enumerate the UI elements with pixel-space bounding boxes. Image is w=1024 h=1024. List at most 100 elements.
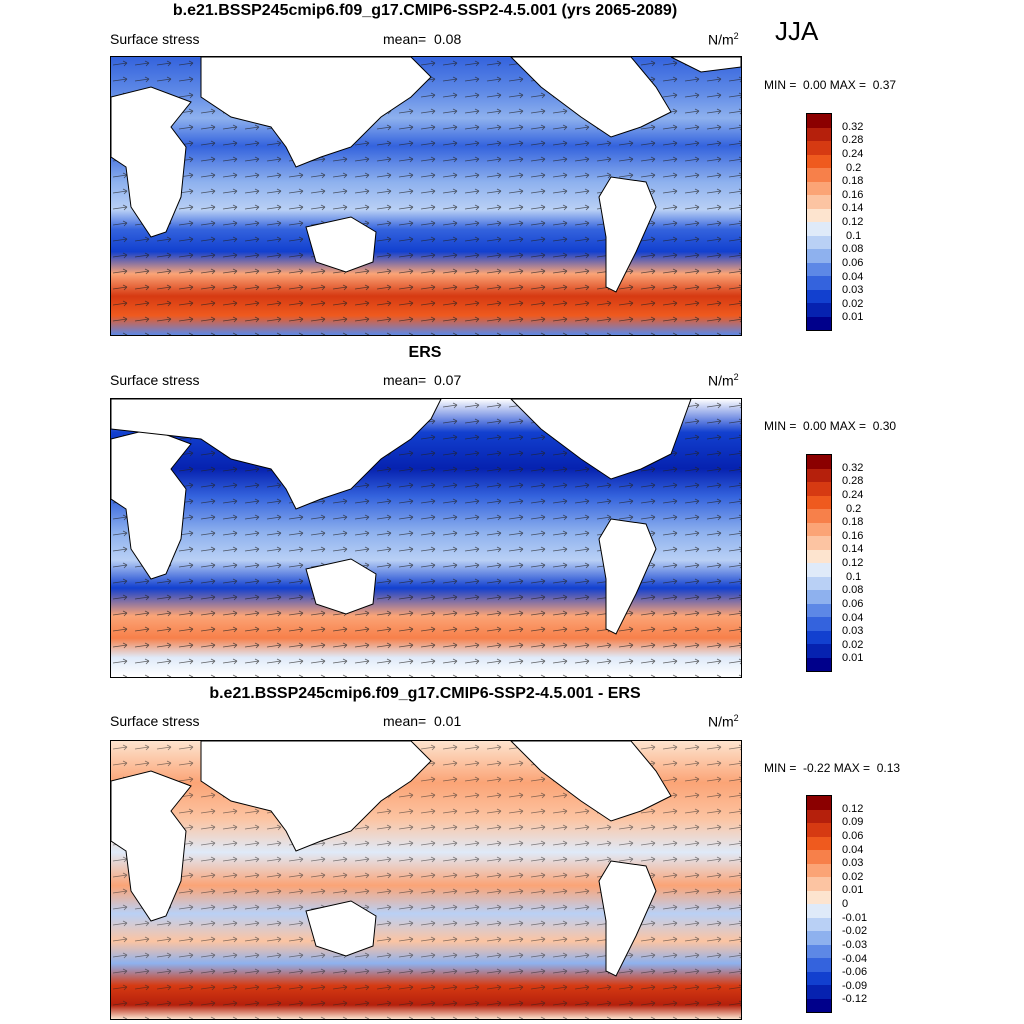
colorbar <box>806 454 832 672</box>
colorbar-swatch <box>807 522 831 536</box>
colorbar-swatch <box>807 985 831 999</box>
colorbar-swatch <box>807 644 831 658</box>
colorbar-swatch <box>807 154 831 168</box>
colorbar-tick-label: 0.06 <box>842 597 864 610</box>
colorbar-swatch <box>807 289 831 303</box>
colorbar-swatch <box>807 603 831 617</box>
units-label: N/m2 <box>708 372 739 389</box>
colorbar-tick-label: 0.12 <box>842 802 864 815</box>
colorbar-swatch <box>807 495 831 509</box>
units-base: N/m <box>708 31 734 48</box>
colorbar-tick-label: 0.02 <box>842 297 864 310</box>
colorbar-swatch <box>807 944 831 958</box>
colorbar-tick-label: -0.09 <box>842 979 868 992</box>
colorbar-swatch <box>807 249 831 263</box>
colorbar-swatch <box>807 195 831 209</box>
colorbar-tick-label: 0.09 <box>842 816 864 829</box>
variable-label: Surface stress <box>110 713 200 729</box>
colorbar-swatch <box>807 262 831 276</box>
colorbar-swatch <box>807 958 831 972</box>
mean-label: mean= <box>383 31 427 47</box>
min-value: 0.00 <box>803 419 827 433</box>
colorbar-tick-label: 0.01 <box>842 884 864 897</box>
max-label: MAX = <box>833 761 871 775</box>
colorbar-swatch <box>807 863 831 877</box>
colorbar-swatch <box>807 563 831 577</box>
colorbar-swatch <box>807 168 831 182</box>
colorbar-swatch <box>807 181 831 195</box>
colorbar-tick-label: 0.12 <box>842 557 864 569</box>
minmax-readout: MIN = -0.22 MAX = 0.13 <box>764 761 900 775</box>
colorbar-tick-label: 0.14 <box>842 543 864 556</box>
colorbar-tick-label: 0.04 <box>842 843 864 856</box>
colorbar-tick-label: 0.32 <box>842 461 864 474</box>
colorbar-swatch <box>807 823 831 837</box>
colorbar-tick-label: 0.04 <box>842 611 864 624</box>
colorbar-swatch <box>807 809 831 823</box>
colorbar-swatch <box>807 576 831 590</box>
colorbar-tick-label: 0.06 <box>842 256 864 269</box>
colorbar-tick-label: 0.03 <box>842 625 864 638</box>
units-exponent: 2 <box>733 713 739 723</box>
colorbar-tick-label: 0.1 <box>846 229 862 242</box>
colorbar-swatch <box>807 482 831 496</box>
colorbar-swatch <box>807 877 831 891</box>
colorbar-tick-label: 0.28 <box>842 475 864 488</box>
colorbar-tick-label: 0.01 <box>842 652 864 665</box>
colorbar-tick-label: -0.02 <box>842 925 868 938</box>
variable-label: Surface stress <box>110 31 200 47</box>
min-label: MIN = <box>764 78 797 92</box>
variable-label: Surface stress <box>110 372 200 388</box>
units-label: N/m2 <box>708 31 739 48</box>
colorbar-swatch <box>807 127 831 141</box>
colorbar-swatch <box>807 141 831 155</box>
colorbar-tick-label: -0.06 <box>842 966 868 979</box>
colorbar-swatch <box>807 796 831 810</box>
colorbar-tick-label: -0.03 <box>842 938 868 951</box>
colorbar-swatch <box>807 222 831 236</box>
colorbar-tick-label: 0.24 <box>842 147 864 160</box>
units-label: N/m2 <box>708 713 739 730</box>
colorbar-tick-label: 0.08 <box>842 243 864 256</box>
colorbar-swatch <box>807 971 831 985</box>
minmax-readout: MIN = 0.00 MAX = 0.30 <box>764 419 896 433</box>
units-exponent: 2 <box>733 31 739 41</box>
mean-readout: mean= 0.08 <box>383 31 461 47</box>
colorbar-tick-label: 0.02 <box>842 870 864 883</box>
min-value: 0.00 <box>803 78 827 92</box>
minmax-readout: MIN = 0.00 MAX = 0.37 <box>764 78 896 92</box>
colorbar-swatch <box>807 617 831 631</box>
colorbar-swatch <box>807 509 831 523</box>
units-base: N/m <box>708 713 734 730</box>
colorbar-tick-label: 0.02 <box>842 638 864 651</box>
colorbar-swatch <box>807 208 831 222</box>
mean-label: mean= <box>383 713 427 729</box>
colorbar-swatch <box>807 114 831 128</box>
panel-title: b.e21.BSSP245cmip6.f09_g17.CMIP6-SSP2-4.… <box>172 2 678 19</box>
min-label: MIN = <box>764 419 797 433</box>
max-value: 0.13 <box>876 761 901 775</box>
units-base: N/m <box>708 372 734 389</box>
colorbar-tick-label: 0.32 <box>842 120 864 133</box>
colorbar-tick-label: 0.08 <box>842 584 864 597</box>
colorbar-tick-label: 0.01 <box>842 311 864 324</box>
colorbar-swatch <box>807 303 831 317</box>
map-plot <box>110 56 742 336</box>
map-plot <box>110 398 742 678</box>
colorbar-tick-label: 0.24 <box>842 488 864 501</box>
colorbar-tick-label: 0.2 <box>846 161 862 174</box>
colorbar-swatch <box>807 850 831 864</box>
colorbar-tick-label: 0.14 <box>842 202 864 215</box>
colorbar <box>806 795 832 1013</box>
colorbar <box>806 113 832 331</box>
max-label: MAX = <box>829 419 867 433</box>
colorbar-swatch <box>807 904 831 918</box>
colorbar-swatch <box>807 235 831 249</box>
colorbar-swatch <box>807 468 831 482</box>
colorbar-swatch <box>807 890 831 904</box>
season-label: JJA <box>775 16 819 46</box>
panel-title: b.e21.BSSP245cmip6.f09_g17.CMIP6-SSP2-4.… <box>209 685 641 702</box>
mean-readout: mean= 0.07 <box>383 372 461 388</box>
max-value: 0.30 <box>872 419 897 433</box>
map-svg <box>111 741 741 1019</box>
